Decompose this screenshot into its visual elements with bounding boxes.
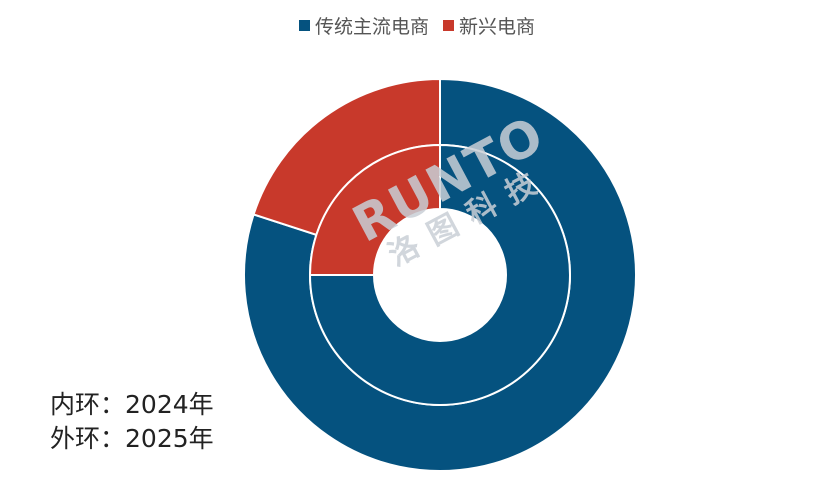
outer-ring-note: 外环：2025年: [50, 422, 214, 456]
ring-notes: 内环：2024年 外环：2025年: [50, 388, 214, 456]
inner-ring-note: 内环：2024年: [50, 388, 214, 422]
legend-swatch-traditional: [298, 20, 310, 31]
legend-label-emerging: 新兴电商: [459, 16, 536, 38]
outer-ring-note-label: 外环：: [50, 424, 126, 453]
legend-label-traditional: 传统主流电商: [314, 16, 429, 38]
inner-ring-note-label: 内环：: [50, 390, 126, 419]
inner-ring-slice-1[interactable]: [308, 143, 441, 276]
legend-item-traditional[interactable]: 传统主流电商: [298, 12, 429, 39]
legend-swatch-emerging: [443, 20, 454, 31]
inner-ring-slice-0[interactable]: [308, 143, 571, 406]
legend-item-emerging[interactable]: 新兴电商: [443, 12, 535, 39]
outer-ring-note-value: 2025年: [125, 424, 214, 453]
inner-ring-note-value: 2024年: [125, 390, 214, 419]
legend: 传统主流电商 新兴电商: [0, 12, 834, 39]
